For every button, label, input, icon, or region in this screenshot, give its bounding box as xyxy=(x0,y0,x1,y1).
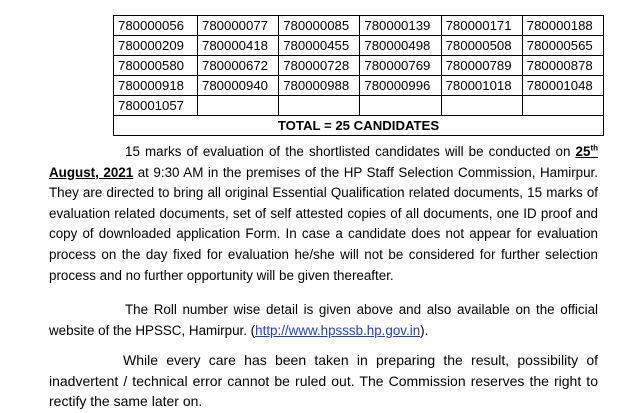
roll-number-cell: 780000209 xyxy=(113,35,198,56)
disclaimer-paragraph: While every care has been taken in prepa… xyxy=(49,350,598,412)
website-paragraph: The Roll number wise detail is given abo… xyxy=(49,300,598,341)
roll-number-cell: 780000672 xyxy=(196,55,280,76)
evaluation-date-month: August, 2021 xyxy=(49,164,134,180)
roll-number-cell: 780000508 xyxy=(440,35,523,56)
table-row: 780000918 780000940 780000988 780000996 7800… xyxy=(113,75,605,96)
roll-number-cell: 780000455 xyxy=(278,35,361,56)
evaluation-date-suffix: th xyxy=(590,143,598,153)
roll-number-cell: 780000056 xyxy=(113,15,198,36)
roll-number-cell: 780000789 xyxy=(440,55,523,76)
roll-number-cell: 780000077 xyxy=(196,15,280,36)
roll-number-cell: 780000139 xyxy=(359,15,442,36)
total-candidates: TOTAL = 25 CANDIDATES xyxy=(113,115,604,136)
roll-number-cell: 780000769 xyxy=(359,55,442,76)
roll-number-table: 780000056 780000077 780000085 780000139 7800… xyxy=(113,15,605,136)
hpsssb-link[interactable]: http://www.hpsssb.hp.gov.in xyxy=(255,322,421,338)
para1-intro: 15 marks of evaluation of the shortliste… xyxy=(125,144,576,159)
total-row: TOTAL = 25 CANDIDATES xyxy=(113,115,604,136)
roll-number-cell: 780000996 xyxy=(359,75,442,96)
evaluation-date: 25th xyxy=(576,144,598,159)
roll-number-cell: 780000085 xyxy=(278,15,361,36)
roll-number-cell: 780000498 xyxy=(359,35,442,56)
roll-number-cell xyxy=(359,95,442,116)
roll-number-cell: 780000171 xyxy=(440,15,523,36)
table-row: 780000580 780000672 780000728 780000769 7800… xyxy=(113,55,605,76)
roll-number-cell: 780001048 xyxy=(521,75,605,96)
evaluation-paragraph: 15 marks of evaluation of the shortliste… xyxy=(49,142,598,286)
roll-number-cell: 780000918 xyxy=(113,75,198,96)
roll-number-cell xyxy=(278,95,361,116)
roll-number-cell: 780001018 xyxy=(440,75,523,96)
para2-text: The Roll number wise detail is given abo… xyxy=(49,302,598,338)
roll-number-cell: 780000728 xyxy=(278,55,361,76)
table-row: 780000209 780000418 780000455 780000498 7800… xyxy=(113,35,605,56)
roll-number-cell xyxy=(521,95,605,116)
roll-number-cell: 780000878 xyxy=(521,55,605,76)
roll-number-cell xyxy=(196,95,280,116)
roll-number-cell: 780000565 xyxy=(521,35,605,56)
para2-end: ). xyxy=(420,322,429,338)
evaluation-date-day: 25 xyxy=(575,144,591,159)
roll-number-cell: 780000940 xyxy=(196,75,280,96)
table-row: 780000056 780000077 780000085 780000139 7800… xyxy=(113,15,605,36)
roll-number-cell: 780000580 xyxy=(113,55,198,76)
para1-body: at 9:30 AM in the premises of the HP Sta… xyxy=(49,164,598,283)
roll-number-cell: 780000188 xyxy=(521,15,605,36)
roll-number-cell xyxy=(440,95,523,116)
roll-number-cell: 780000988 xyxy=(278,75,361,96)
roll-number-cell: 780000418 xyxy=(196,35,280,56)
table-row: 780001057 xyxy=(113,95,605,116)
para3-text: While every care has been taken in prepa… xyxy=(49,352,598,410)
roll-number-cell: 780001057 xyxy=(113,95,198,116)
